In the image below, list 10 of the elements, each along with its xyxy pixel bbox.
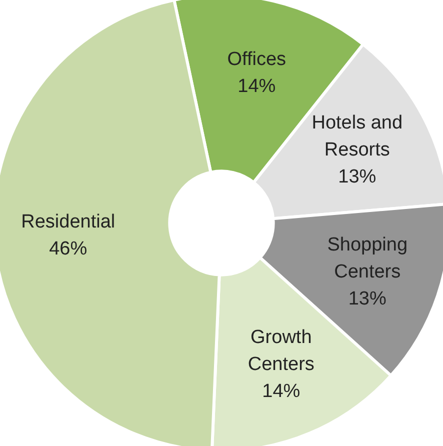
data-label: 46% <box>49 238 88 260</box>
data-label: 14% <box>238 76 276 97</box>
slice-label: Hotels and Resorts <box>312 112 403 161</box>
data-label: 13% <box>348 288 386 310</box>
slice-label: Residential <box>21 212 116 233</box>
slice-label: Offices <box>227 48 286 70</box>
slice-label: Growth Centers <box>248 327 314 376</box>
slice-label: Shopping Centers <box>327 234 408 282</box>
data-label: 14% <box>262 381 300 402</box>
data-label: 13% <box>338 166 376 188</box>
